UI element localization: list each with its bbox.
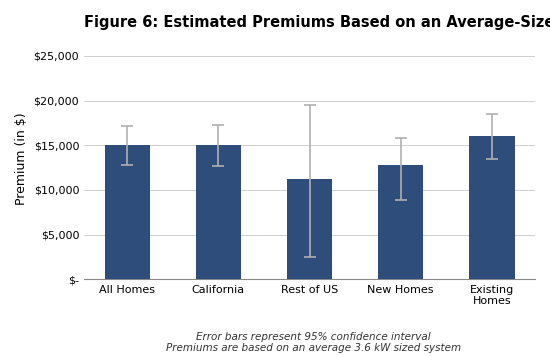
Bar xyxy=(196,145,241,279)
Bar xyxy=(104,145,150,279)
Y-axis label: Premium (in $): Premium (in $) xyxy=(15,112,28,205)
Text: Error bars represent 95% confidence interval
Premiums are based on an average 3.: Error bars represent 95% confidence inte… xyxy=(166,332,461,353)
Bar xyxy=(287,179,332,279)
Bar xyxy=(378,165,424,279)
Bar xyxy=(469,136,514,279)
Text: Figure 6: Estimated Premiums Based on an Average-Sized 3.6 kW System: Figure 6: Estimated Premiums Based on an… xyxy=(84,15,550,30)
